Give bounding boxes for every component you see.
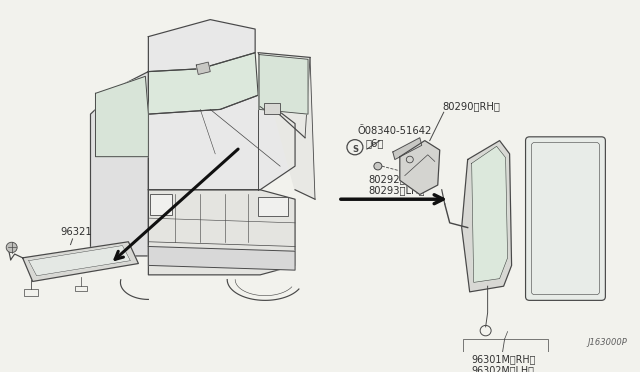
Bar — [150, 195, 172, 215]
Bar — [24, 289, 38, 296]
Text: 80293〈LH〉: 80293〈LH〉 — [368, 186, 424, 196]
Polygon shape — [258, 53, 315, 199]
Polygon shape — [148, 95, 295, 190]
Polygon shape — [148, 247, 295, 270]
Polygon shape — [196, 62, 210, 74]
Bar — [74, 286, 86, 291]
Polygon shape — [148, 53, 258, 114]
Text: 96321: 96321 — [61, 227, 92, 237]
Text: 96302M〈LH〉: 96302M〈LH〉 — [472, 365, 534, 372]
Polygon shape — [22, 242, 138, 282]
Circle shape — [374, 162, 382, 170]
Text: （6）: （6） — [366, 138, 384, 148]
Polygon shape — [259, 55, 308, 114]
Text: S: S — [352, 145, 358, 154]
Text: J163000P: J163000P — [588, 338, 627, 347]
Polygon shape — [461, 141, 511, 292]
Circle shape — [6, 242, 17, 253]
Text: Õ08340-51642: Õ08340-51642 — [358, 126, 432, 136]
Polygon shape — [148, 20, 255, 71]
Polygon shape — [400, 141, 440, 195]
Bar — [258, 197, 288, 216]
Text: 80290〈RH〉: 80290〈RH〉 — [443, 102, 500, 111]
Polygon shape — [393, 138, 422, 160]
FancyBboxPatch shape — [525, 137, 605, 300]
Polygon shape — [148, 190, 295, 275]
Bar — [463, 339, 547, 358]
Polygon shape — [472, 146, 508, 282]
Bar — [264, 103, 280, 114]
Text: 80292〈RH〉: 80292〈RH〉 — [368, 174, 426, 184]
Polygon shape — [29, 246, 131, 276]
Polygon shape — [90, 71, 148, 256]
Polygon shape — [95, 76, 148, 157]
Text: 96301M〈RH〉: 96301M〈RH〉 — [472, 354, 536, 364]
